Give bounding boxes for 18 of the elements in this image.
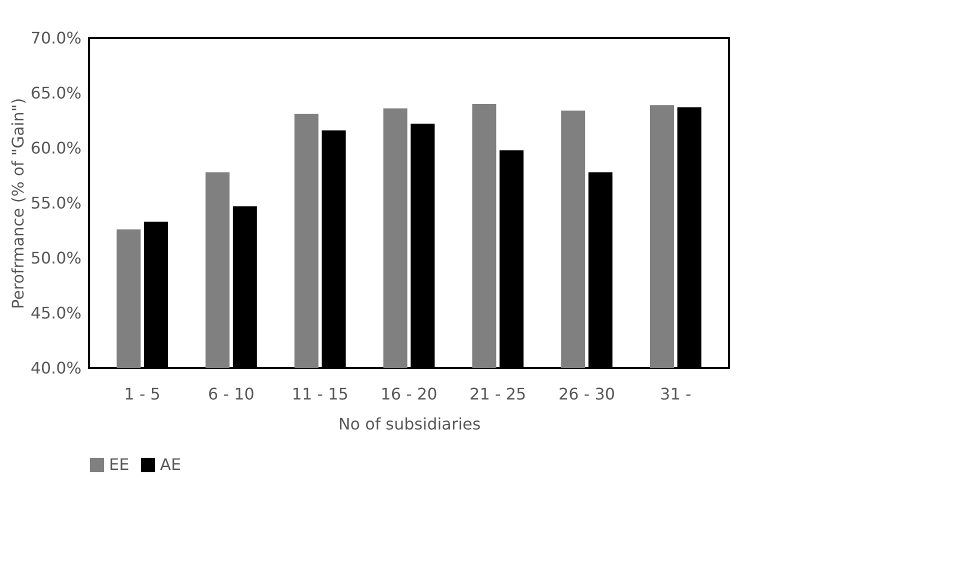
y-tick-label: 55.0% <box>30 194 82 212</box>
x-tick-label: 1 - 5 <box>124 384 160 404</box>
y-tick-label: 50.0% <box>30 248 82 268</box>
y-axis-title: Perofrmance (% of "Gain") <box>8 98 28 309</box>
y-tick-label: 40.0% <box>30 358 82 378</box>
x-tick-label: 21 - 25 <box>470 384 526 404</box>
x-tick-label: 16 - 20 <box>380 384 438 404</box>
legend-label: EE <box>109 455 130 474</box>
x-tick-label: 11 - 15 <box>292 384 348 404</box>
y-tick-label: 70.0% <box>30 28 82 48</box>
x-tick-label: 31 - <box>660 384 692 404</box>
x-tick-label: 6 - 10 <box>208 384 254 404</box>
x-tick-label: 26 - 30 <box>558 384 616 404</box>
x-axis-title: No of subsidiaries <box>338 414 481 434</box>
y-tick-label: 65.0% <box>30 84 82 102</box>
y-tick-label: 45.0% <box>30 304 82 322</box>
y-tick-label: 60.0% <box>30 138 82 158</box>
legend-label: AE <box>160 455 182 474</box>
